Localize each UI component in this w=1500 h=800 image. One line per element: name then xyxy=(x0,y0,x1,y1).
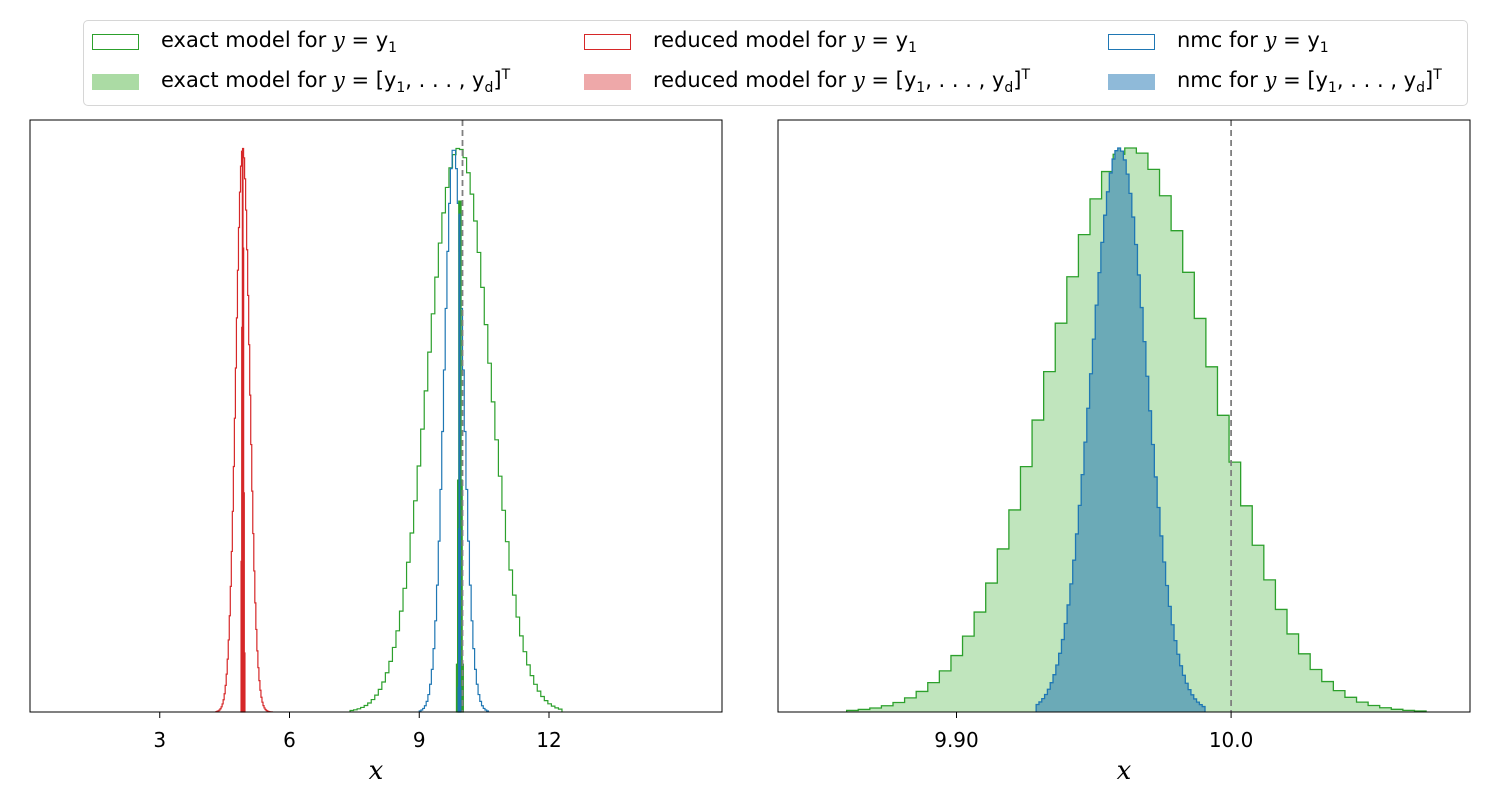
legend: exact model for y = y1 reduced model for … xyxy=(83,20,1468,106)
x-tick-label: 3 xyxy=(153,728,166,752)
legend-math-subscript: d xyxy=(1416,80,1425,97)
histogram-series xyxy=(457,213,462,713)
histogram-series xyxy=(418,149,490,712)
x-tick-label: 10.0 xyxy=(1209,728,1254,752)
histogram-series xyxy=(349,147,563,712)
legend-math-superscript: T xyxy=(1021,67,1031,84)
legend-text: nmc for xyxy=(1177,27,1265,52)
plot-frame xyxy=(29,119,723,713)
legend-math-subscript: 1 xyxy=(388,40,398,57)
legend-text: exact model for xyxy=(161,68,333,93)
legend-math-subscript: 1 xyxy=(916,80,926,97)
legend-math-symbol: y xyxy=(852,68,865,93)
legend-swatch xyxy=(1108,74,1155,90)
histogram-series xyxy=(215,147,273,713)
legend-swatch xyxy=(92,34,139,50)
legend-math-subscript: d xyxy=(1004,80,1014,97)
legend-label: reduced model for y = y1 xyxy=(653,28,917,56)
x-tick-label: 12 xyxy=(536,728,561,752)
legend-math: = y xyxy=(1276,27,1320,52)
legend-item: reduced model for y = y1 xyxy=(584,28,917,56)
legend-math: ] xyxy=(1425,68,1434,93)
legend-math: ] xyxy=(493,68,502,93)
legend-text: nmc for xyxy=(1177,68,1265,93)
legend-math: = [y xyxy=(1276,68,1328,93)
legend-swatch xyxy=(584,34,631,50)
legend-text: reduced model for xyxy=(653,27,853,52)
legend-text: reduced model for xyxy=(653,68,853,93)
legend-math-subscript: 1 xyxy=(1328,80,1337,97)
legend-math-subscript: 1 xyxy=(1319,40,1329,57)
plot-frame xyxy=(777,119,1471,713)
legend-label: nmc for y = y1 xyxy=(1177,28,1329,56)
x-tick-label: 9.90 xyxy=(934,728,979,752)
legend-math-symbol: y xyxy=(852,27,865,52)
legend-math-symbol: y xyxy=(332,27,345,52)
legend-math: = y xyxy=(864,27,909,52)
legend-item: exact model for y = [y1, . . . , yd]T xyxy=(92,67,510,97)
legend-math-subscript: d xyxy=(484,80,494,97)
legend-label: reduced model for y = [y1, . . . , yd]T xyxy=(653,67,1030,96)
x-tick-label: 9 xyxy=(413,728,426,752)
legend-swatch xyxy=(92,74,139,90)
histogram-series xyxy=(240,151,246,713)
legend-math: ] xyxy=(1013,68,1022,93)
legend-math: = [y xyxy=(864,68,917,93)
legend-swatch xyxy=(584,74,631,90)
x-tick-label: 6 xyxy=(283,728,296,752)
x-axis-label: x xyxy=(1117,756,1132,786)
legend-text: exact model for xyxy=(161,27,333,52)
legend-math-symbol: y xyxy=(1264,68,1277,93)
legend-math-superscript: T xyxy=(1433,67,1442,84)
legend-label: exact model for y = y1 xyxy=(161,28,397,56)
legend-math: , . . . , y xyxy=(405,68,485,93)
legend-math-symbol: y xyxy=(332,68,345,93)
legend-item: exact model for y = y1 xyxy=(92,28,397,56)
legend-math-symbol: y xyxy=(1264,27,1277,52)
legend-item: nmc for y = [y1, . . . , yd]T xyxy=(1108,67,1442,97)
histogram-fill xyxy=(1036,148,1206,712)
x-axis-label: x xyxy=(369,756,384,786)
legend-math-superscript: T xyxy=(501,67,511,84)
legend-math: , . . . , y xyxy=(1336,68,1417,93)
legend-swatch xyxy=(1108,34,1155,50)
legend-math: = y xyxy=(344,27,389,52)
legend-label: nmc for y = [y1, . . . , yd]T xyxy=(1177,67,1442,96)
legend-math-subscript: 1 xyxy=(908,40,917,57)
histogram-series xyxy=(846,147,1427,712)
legend-label: exact model for y = [y1, . . . , yd]T xyxy=(161,67,510,96)
legend-item: nmc for y = y1 xyxy=(1108,28,1329,56)
legend-item: reduced model for y = [y1, . . . , yd]T xyxy=(584,67,1030,97)
legend-math: , . . . , y xyxy=(925,68,1005,93)
histogram-series xyxy=(1035,147,1206,712)
legend-math: = [y xyxy=(344,68,397,93)
legend-math-subscript: 1 xyxy=(396,80,406,97)
